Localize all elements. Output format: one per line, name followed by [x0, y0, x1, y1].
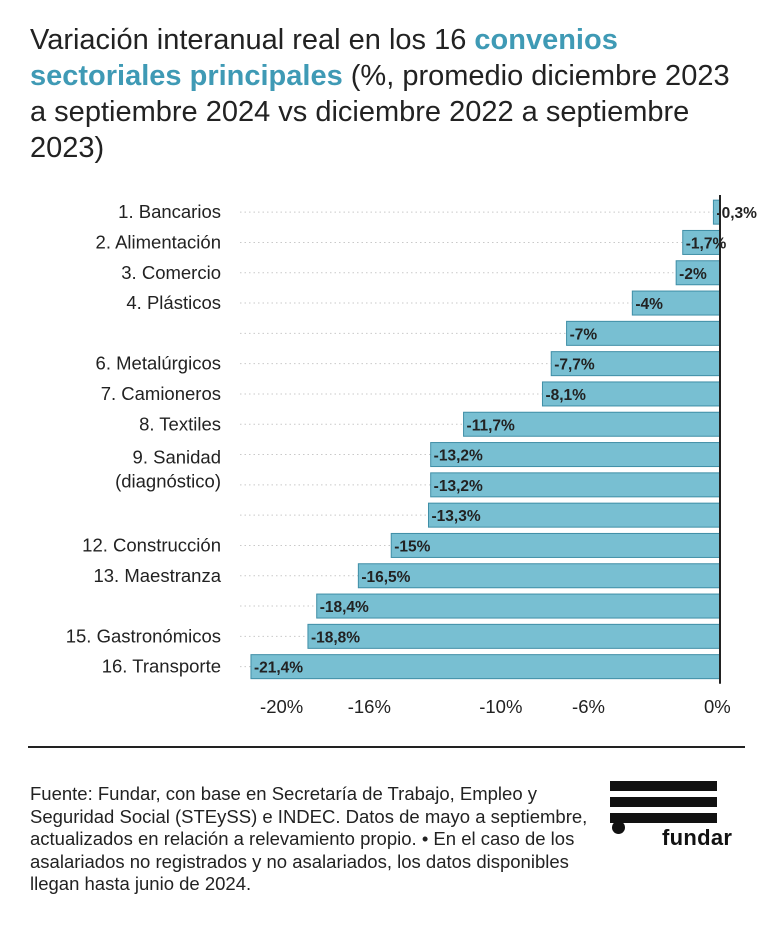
fundar-logo: fundar: [610, 781, 732, 861]
bar: [541, 381, 721, 407]
logo-bar-icon: [610, 813, 717, 823]
bar: [631, 290, 721, 316]
data-label: -0,3%: [716, 205, 757, 222]
chart-title: Variación interanual real en los 16 conv…: [30, 22, 750, 166]
bar: [550, 351, 721, 377]
x-tick-label: -20%: [260, 696, 303, 717]
category-label: 16. Transporte: [102, 656, 221, 677]
bar: [682, 229, 721, 255]
data-label: -11,7%: [467, 417, 515, 434]
bar: [675, 260, 721, 286]
bar: [250, 654, 721, 680]
data-label: -21,4%: [254, 660, 303, 677]
bar: [427, 502, 721, 528]
data-label: -2%: [679, 266, 707, 283]
category-label: 13. Maestranza: [93, 565, 221, 586]
data-label: -7,7%: [554, 357, 595, 374]
category-label: (diagnóstico): [115, 471, 221, 492]
logo-bar-icon: [610, 781, 717, 791]
bar: [307, 623, 721, 649]
data-label: -7%: [570, 326, 598, 343]
x-tick-label: 0%: [704, 696, 731, 717]
category-label: 12. Construcción: [82, 534, 221, 555]
bar: [316, 593, 721, 619]
data-label: -18,8%: [311, 629, 360, 646]
x-tick-label: -6%: [572, 696, 605, 717]
logo-dot-icon: [612, 821, 625, 834]
category-label: 3. Comercio: [121, 262, 221, 283]
data-label: -4%: [635, 296, 663, 313]
category-label: 4. Plásticos: [126, 292, 221, 313]
data-label: -1,7%: [686, 235, 727, 252]
bar: [463, 411, 721, 437]
data-label: -13,3%: [431, 508, 480, 525]
category-label: 6. Metalúrgicos: [96, 353, 221, 374]
data-label: -16,5%: [361, 569, 410, 586]
data-label: -13,2%: [434, 448, 483, 465]
bar: [390, 532, 721, 558]
title-highlight: convenios sectoriales principales: [30, 24, 618, 92]
category-label: 9. Sanidad: [133, 447, 221, 468]
bar: [430, 472, 721, 498]
category-label: 8. Textiles: [139, 413, 221, 434]
x-tick-label: -10%: [479, 696, 522, 717]
category-label: 7. Camioneros: [101, 383, 221, 404]
source-note: Fuente: Fundar, con base en Secretaría d…: [30, 783, 588, 894]
data-label: -8,1%: [545, 387, 586, 404]
category-label: 1. Bancarios: [118, 201, 221, 222]
logo-text: fundar: [662, 825, 733, 850]
logo-bar-icon: [610, 797, 717, 807]
category-label: 2. Alimentación: [96, 231, 221, 252]
data-label: -15%: [394, 538, 430, 555]
divider: [28, 746, 745, 748]
data-label: -13,2%: [434, 478, 483, 495]
data-label: -18,4%: [320, 599, 369, 616]
bar-chart: -0,3% 1. Bancarios -1,7% 2. Alimentación -2%…: [66, 195, 757, 717]
x-tick-label: -16%: [348, 696, 391, 717]
title-lead: Variación interanual real en los 16: [30, 24, 475, 56]
title-rest: (%, promedio diciembre 2023 a septiembre…: [30, 60, 730, 164]
bar: [566, 320, 721, 346]
bar: [357, 563, 721, 589]
category-label: 15. Gastronómicos: [66, 625, 221, 646]
